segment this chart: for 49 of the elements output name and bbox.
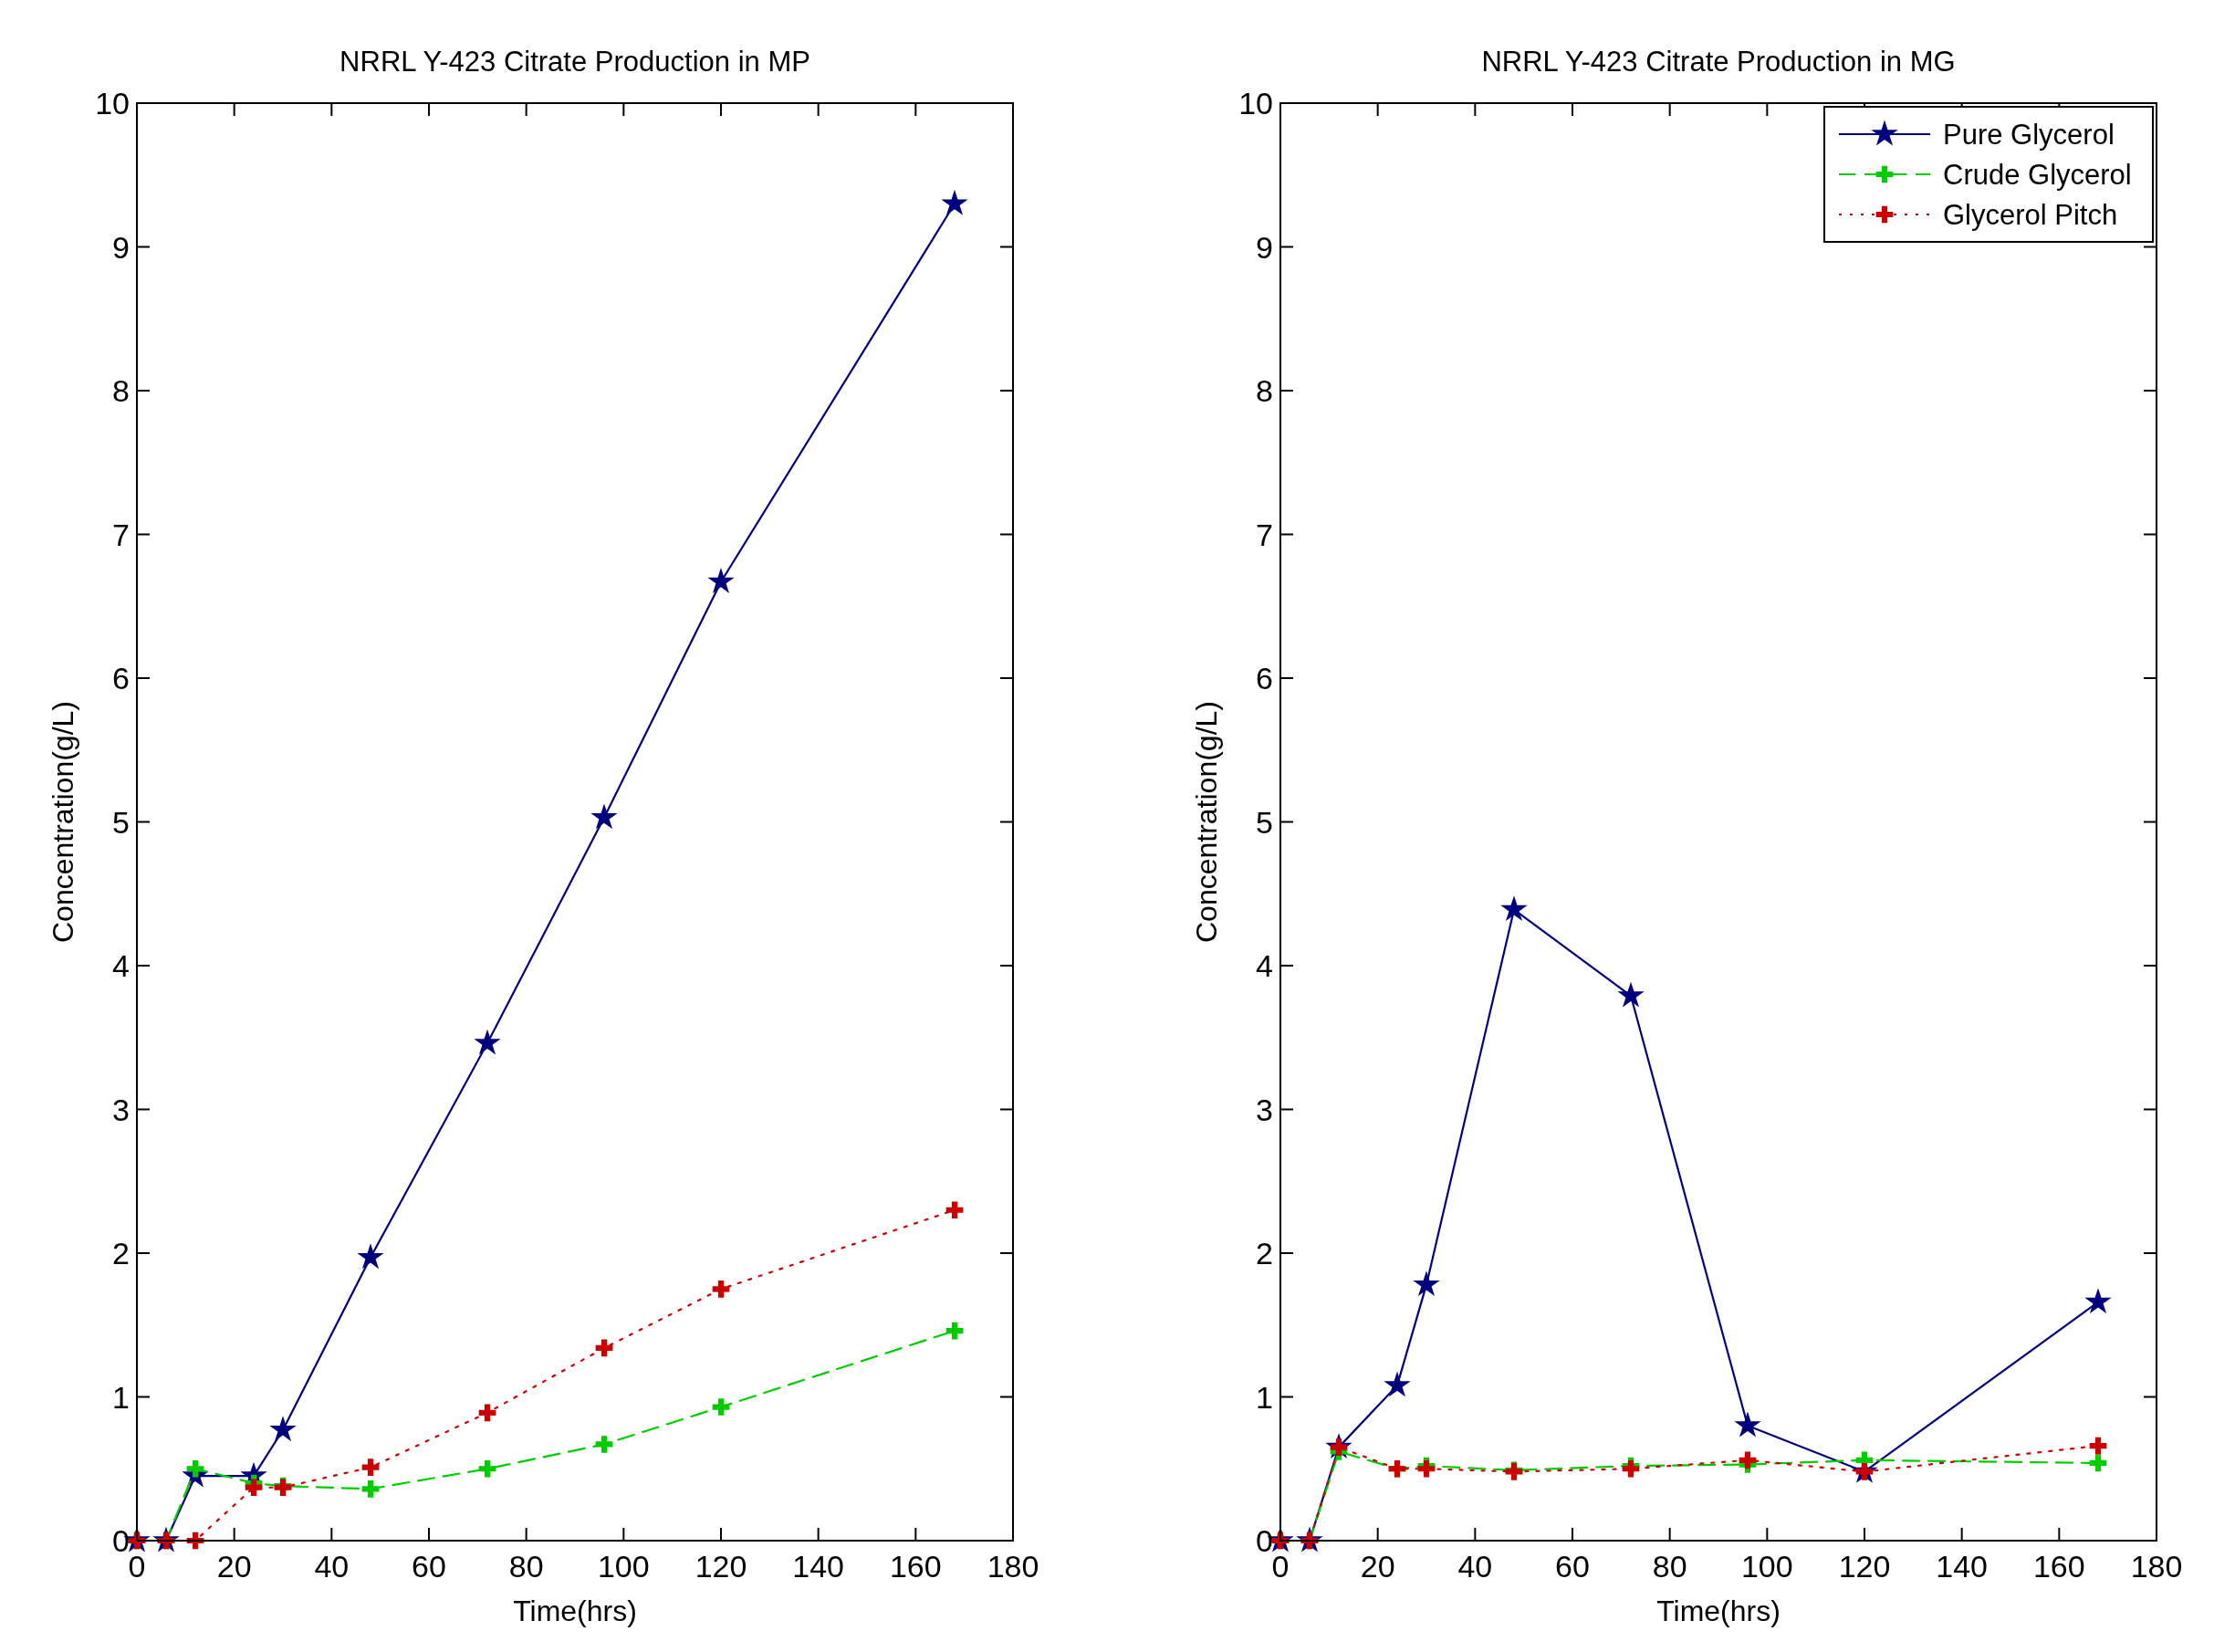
y-tick-label: 7	[112, 517, 130, 552]
x-tick-label: 140	[1936, 1549, 1989, 1584]
x-axis-title: Time(hrs)	[1656, 1594, 1781, 1627]
x-tick-label: 120	[1838, 1549, 1891, 1584]
y-tick-label: 4	[112, 948, 130, 983]
legend-label: Pure Glycerol	[1943, 119, 2115, 151]
y-tick-label: 0	[112, 1523, 130, 1558]
x-tick-label: 20	[216, 1549, 252, 1584]
y-tick-label: 2	[1256, 1236, 1273, 1270]
x-tick-label: 60	[412, 1549, 446, 1584]
x-tick-label: 80	[508, 1549, 544, 1584]
y-tick-label: 8	[112, 373, 130, 408]
y-axis-title: Concentration(g/L)	[47, 700, 79, 944]
y-tick-label: 0	[1256, 1523, 1273, 1558]
y-tick-label: 9	[112, 229, 130, 265]
y-tick-label: 6	[112, 661, 130, 695]
y-tick-label: 5	[112, 804, 130, 840]
legend-label: Crude Glycerol	[1943, 159, 2132, 191]
x-tick-label: 180	[987, 1549, 1039, 1584]
y-tick-label: 1	[112, 1379, 130, 1415]
y-axis-title: Concentration(g/L)	[1190, 700, 1223, 944]
y-tick-label: 3	[1256, 1092, 1273, 1127]
y-tick-label: 9	[1256, 229, 1273, 265]
chart-title: NRRL Y-423 Citrate Production in MG	[1481, 46, 1956, 78]
y-tick-label: 3	[112, 1092, 130, 1127]
x-tick-label: 60	[1555, 1549, 1590, 1584]
x-tick-label: 80	[1652, 1549, 1687, 1584]
y-tick-label: 10	[95, 86, 130, 120]
x-tick-label: 40	[1457, 1549, 1493, 1584]
x-tick-label: 140	[792, 1549, 845, 1584]
y-tick-label: 1	[1256, 1379, 1273, 1415]
x-tick-label: 40	[314, 1549, 350, 1584]
y-tick-label: 6	[1256, 661, 1273, 695]
y-tick-label: 7	[1256, 517, 1273, 552]
x-tick-label: 20	[1360, 1549, 1395, 1584]
x-tick-label: 160	[889, 1549, 942, 1584]
y-tick-label: 2	[112, 1236, 130, 1270]
y-tick-label: 5	[1256, 804, 1273, 840]
chart-title: NRRL Y-423 Citrate Production in MP	[339, 46, 810, 78]
x-tick-label: 120	[694, 1549, 747, 1584]
x-tick-label: 100	[1740, 1549, 1793, 1584]
x-axis-title: Time(hrs)	[513, 1594, 637, 1627]
y-tick-label: 10	[1238, 86, 1273, 120]
y-tick-label: 8	[1256, 373, 1273, 408]
y-tick-label: 4	[1256, 948, 1273, 983]
x-tick-label: 100	[597, 1549, 650, 1584]
x-tick-label: 160	[2032, 1549, 2085, 1584]
legend-label: Glycerol Pitch	[1943, 199, 2118, 231]
x-tick-label: 180	[2130, 1549, 2183, 1584]
